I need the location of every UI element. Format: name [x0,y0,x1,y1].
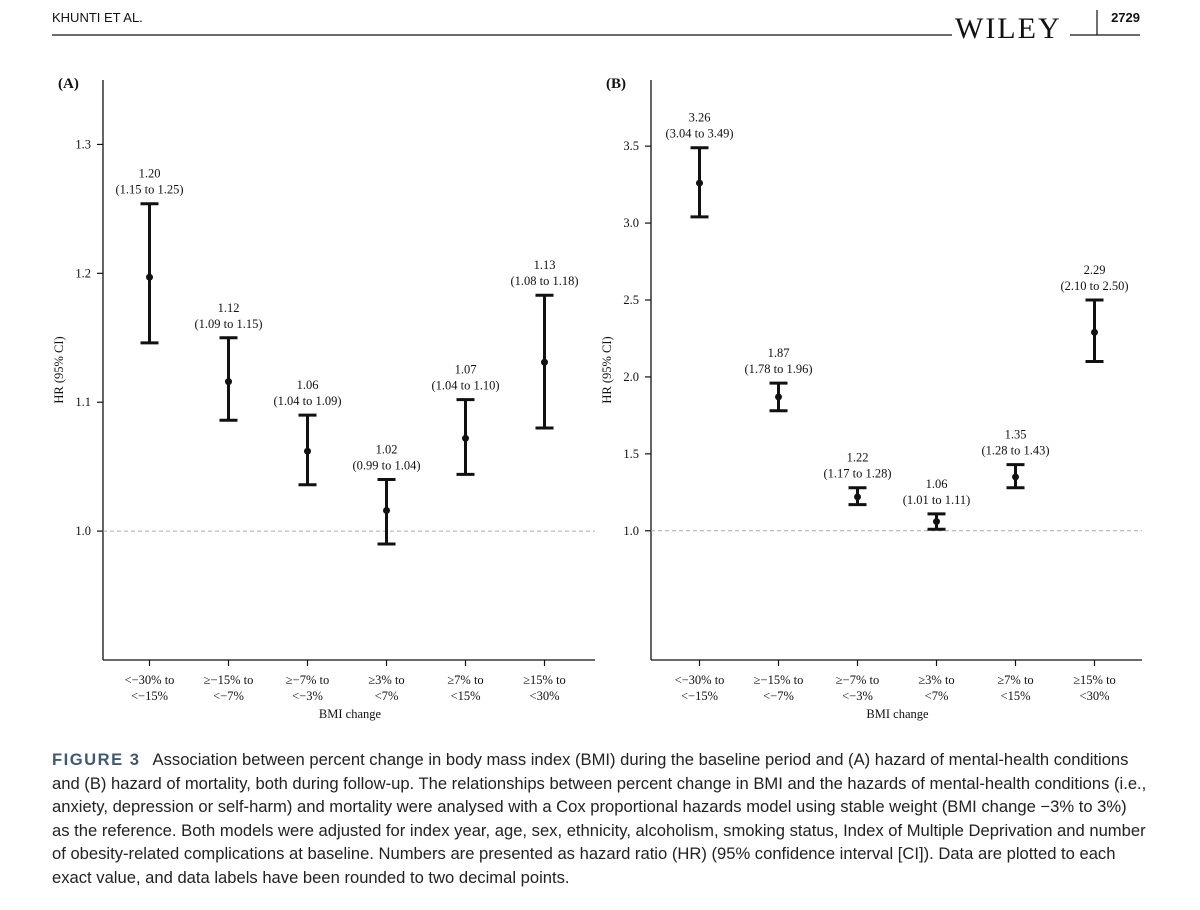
value-label: 1.06 (1.04 to 1.09) [273,378,341,408]
y-tick-label: 1.0 [75,524,91,538]
y-tick-label: 1.3 [75,137,91,151]
x-tick-label: ≥15% to <30% [1073,673,1116,703]
point [933,518,940,526]
x-tick-label: ≥−15% to <−7% [204,673,254,703]
x-tick-label: ≥7% to <15% [997,673,1033,703]
value-label: 1.13 (1.08 to 1.18) [510,258,578,288]
x-tick-label: <−30% to <−15% [125,673,175,703]
y-tick-label: 1.0 [623,524,639,538]
y-tick-label: 2.0 [623,370,639,384]
y-axis-label: HR (95% CI) [600,336,614,403]
value-label: 1.22 (1.17 to 1.28) [823,451,891,481]
x-tick-label: ≥3% to <7% [918,673,954,703]
y-tick-label: 1.2 [75,266,91,280]
point [383,506,390,514]
point [304,447,311,455]
point [1091,328,1098,336]
point [854,493,861,501]
value-label: 1.02 (0.99 to 1.04) [352,443,420,473]
point [146,273,153,281]
y-tick-label: 3.0 [623,216,639,230]
page-number: 2729 [1111,10,1140,25]
x-tick-label: ≥−15% to <−7% [754,673,804,703]
y-tick-label: 2.5 [623,293,639,307]
x-axis-label: BMI change [866,707,929,721]
value-label: 1.07 (1.04 to 1.10) [431,363,499,393]
value-label: 1.12 (1.09 to 1.15) [194,301,262,331]
x-tick-label: <−30% to <−15% [675,673,725,703]
value-label: 2.29 (2.10 to 2.50) [1060,263,1128,293]
value-label: 1.20 (1.15 to 1.25) [115,167,183,197]
y-axis-label: HR (95% CI) [52,336,66,403]
y-tick-label: 1.1 [75,395,91,409]
panel-label: (A) [58,76,79,92]
point [462,434,469,442]
figure: KHUNTI ET AL. WILEY 2729 (A) 1.0 1.1 1.2 1.3… [52,10,1142,721]
x-tick-label: ≥−7% to <−3% [836,673,879,703]
value-label: 1.35 (1.28 to 1.43) [981,428,1049,458]
point [225,378,232,386]
running-head: KHUNTI ET AL. [52,10,143,25]
point [775,393,782,401]
point [696,179,703,187]
caption: FIGURE 3 Association between percent chan… [52,748,1147,889]
value-label: 3.26 (3.04 to 3.49) [665,111,733,141]
caption-label: FIGURE 3 [52,750,141,769]
value-label: 1.87 (1.78 to 1.96) [744,346,812,376]
publisher: WILEY [955,12,1062,45]
x-tick-label: ≥15% to <30% [523,673,566,703]
x-tick-label: ≥−7% to <−3% [286,673,329,703]
x-axis-label: BMI change [319,707,382,721]
point [1012,473,1019,481]
caption-text: Association between percent change in bo… [52,750,1147,887]
point [541,358,548,366]
y-tick-label: 3.5 [623,139,639,153]
value-label: 1.06 (1.01 to 1.11) [903,477,971,507]
panel-label: (B) [606,76,626,92]
y-tick-label: 1.5 [623,447,639,461]
x-tick-label: ≥7% to <15% [447,673,483,703]
x-tick-label: ≥3% to <7% [368,673,404,703]
